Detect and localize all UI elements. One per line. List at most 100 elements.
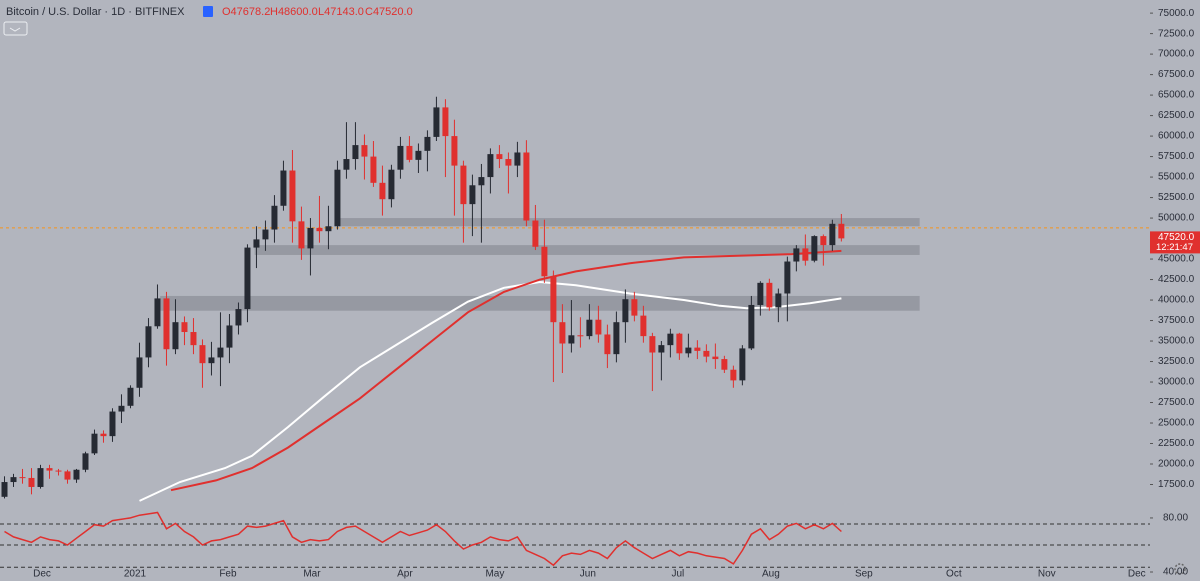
candle-body: [631, 299, 638, 316]
candle-body: [271, 205, 278, 230]
candle-body: [802, 248, 809, 261]
candle-body: [262, 229, 269, 240]
candle-body: [838, 223, 845, 239]
ohlc-value: C47520.0: [365, 6, 413, 18]
candle-body: [721, 359, 728, 370]
y-tick-label: 45000.0: [1158, 254, 1195, 265]
candle-body: [820, 236, 827, 246]
candle-body: [424, 136, 431, 151]
candle-body: [442, 107, 449, 137]
y-tick-label: 60000.0: [1158, 131, 1195, 142]
candle-body: [532, 220, 539, 247]
moving-average: [139, 280, 842, 502]
candle-body: [568, 335, 575, 344]
y-tick-label: 70000.0: [1158, 49, 1195, 60]
candle-body: [82, 453, 89, 470]
candle-body: [433, 107, 440, 137]
candle-body: [487, 154, 494, 178]
y-tick-label: 65000.0: [1158, 90, 1195, 101]
y-tick-label: 75000.0: [1158, 8, 1195, 19]
x-tick-label: Oct: [946, 569, 962, 580]
rsi-tick-label: 40.00: [1163, 567, 1188, 578]
candle-body: [613, 322, 620, 355]
y-tick-label: 52500.0: [1158, 192, 1195, 203]
candle-body: [649, 336, 656, 353]
candle-body: [766, 282, 773, 308]
candle-body: [172, 322, 179, 350]
candle-body: [244, 247, 251, 310]
candle-body: [577, 335, 584, 337]
y-tick-label: 30000.0: [1158, 377, 1195, 388]
x-tick-label: Apr: [397, 569, 413, 580]
x-tick-label: Feb: [219, 569, 237, 580]
candle-body: [334, 169, 341, 227]
candle-body: [685, 347, 692, 354]
candle-body: [136, 357, 143, 388]
y-tick-label: 57500.0: [1158, 151, 1195, 162]
y-tick-label: 62500.0: [1158, 110, 1195, 121]
y-tick-label: 55000.0: [1158, 172, 1195, 183]
y-tick-label: 50000.0: [1158, 213, 1195, 224]
flag-icon[interactable]: [203, 6, 213, 17]
collapse-button[interactable]: [3, 21, 28, 36]
candle-body: [235, 309, 242, 326]
candle-body: [550, 276, 557, 323]
candle-body: [523, 152, 530, 221]
candle-body: [325, 226, 332, 232]
candle-body: [604, 334, 611, 355]
candle-body: [514, 152, 521, 166]
candle-body: [118, 405, 125, 412]
candle-body: [748, 304, 755, 349]
ohlc-value: L47143.0: [318, 6, 364, 18]
candle-body: [181, 322, 188, 333]
candle-body: [784, 261, 791, 294]
x-tick-label: Aug: [762, 569, 780, 580]
y-tick-label: 40000.0: [1158, 295, 1195, 306]
candle-body: [811, 236, 818, 261]
candle-body: [289, 170, 296, 222]
y-tick-label: 25000.0: [1158, 418, 1195, 429]
candle-body: [37, 468, 44, 487]
candle-body: [280, 170, 287, 206]
last-price-tag: [1150, 231, 1200, 254]
x-tick-label: Dec: [33, 569, 51, 580]
candle-body: [217, 347, 224, 358]
support-zone: [337, 218, 920, 227]
moving-average: [170, 249, 842, 492]
y-tick-label: 17500.0: [1158, 479, 1195, 490]
rsi-tick-label: 80.00: [1163, 513, 1188, 524]
candle-body: [10, 477, 17, 483]
x-tick-label: Dec: [1128, 569, 1146, 580]
candle-body: [622, 299, 629, 323]
candle-body: [46, 468, 53, 471]
candle-body: [73, 469, 80, 480]
candle-body: [163, 298, 170, 350]
candle-body: [703, 350, 710, 357]
y-tick-label: 20000.0: [1158, 459, 1195, 470]
y-tick-label: 42500.0: [1158, 274, 1195, 285]
candle-body: [775, 293, 782, 308]
candle-body: [676, 333, 683, 354]
candle-body: [559, 322, 566, 344]
x-tick-label: Nov: [1038, 569, 1056, 580]
ohlc-value: H48600.0: [270, 6, 318, 18]
candle-body: [793, 248, 800, 262]
candle-body: [460, 165, 467, 205]
candle-body: [127, 387, 134, 406]
candle-body: [469, 185, 476, 205]
y-tick-label: 22500.0: [1158, 438, 1195, 449]
x-tick-label: Sep: [855, 569, 873, 580]
candle-body: [379, 182, 386, 200]
settings-icon[interactable]: [1174, 563, 1186, 575]
ohlc-value: O47678.2: [222, 6, 270, 18]
rsi-line: [4, 511, 842, 567]
y-tick-label: 37500.0: [1158, 315, 1195, 326]
candle-body: [406, 145, 413, 160]
y-tick-label: 35000.0: [1158, 336, 1195, 347]
y-tick-label: 32500.0: [1158, 356, 1195, 367]
candle-body: [415, 150, 422, 160]
candle-body: [145, 326, 152, 358]
candle-body: [451, 136, 458, 166]
